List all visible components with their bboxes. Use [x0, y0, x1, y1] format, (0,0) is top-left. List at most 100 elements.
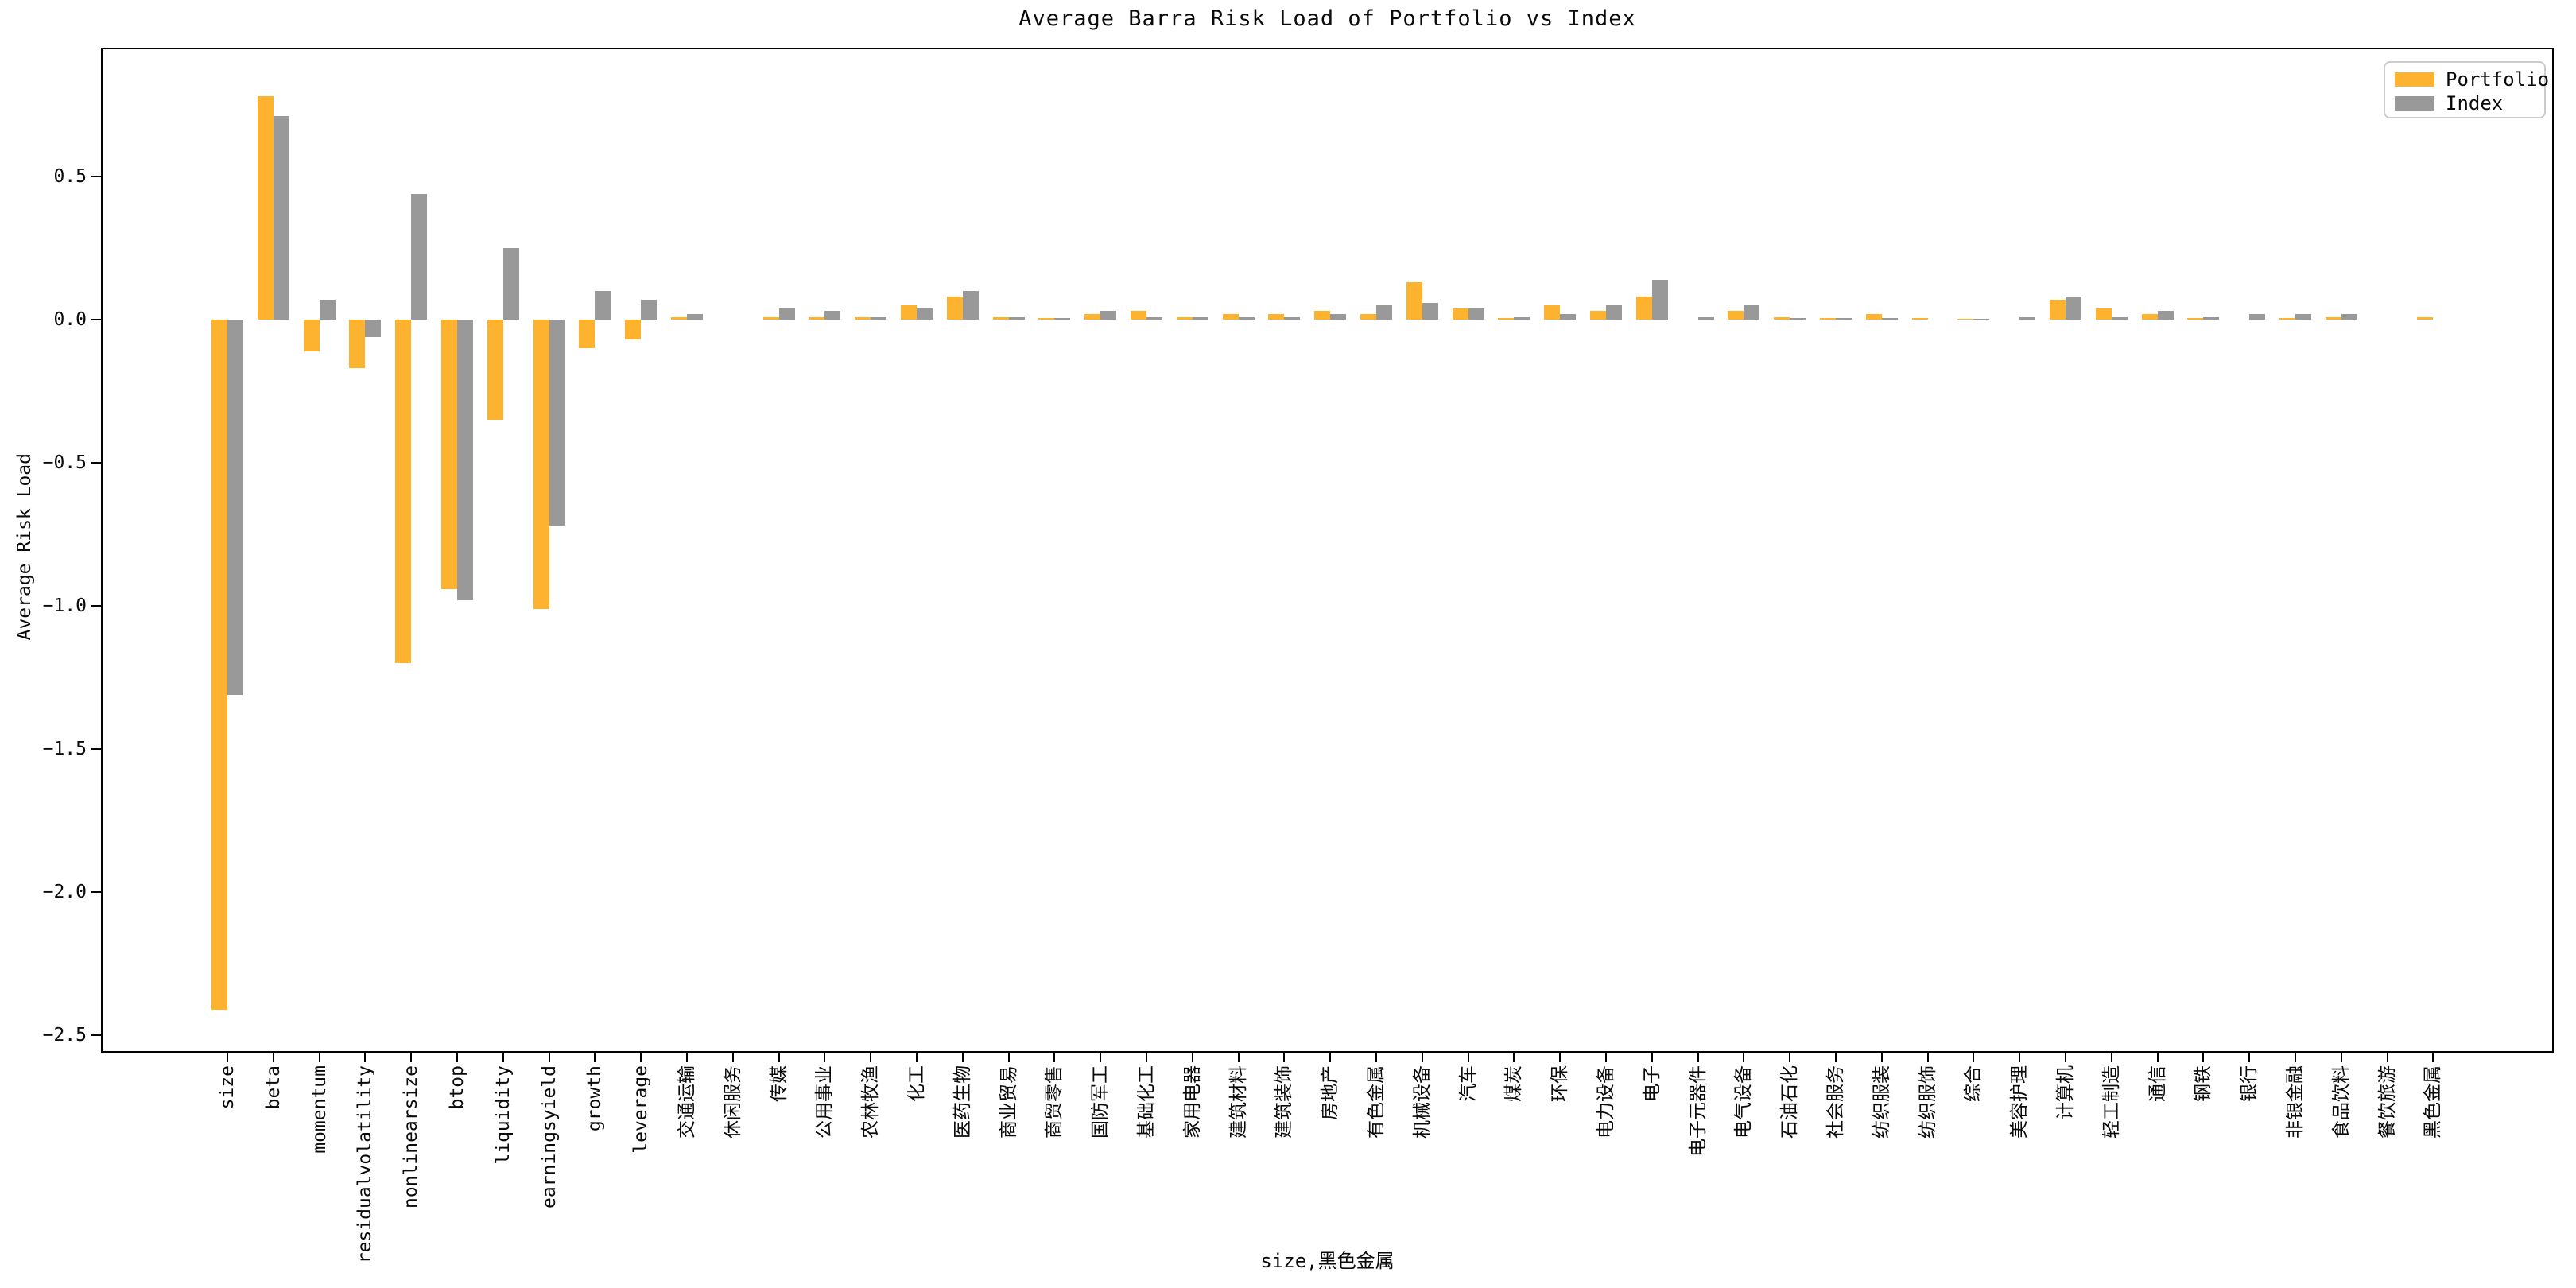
- bar-index-15: [917, 308, 933, 320]
- y-tick-label-2: −0.5: [42, 452, 87, 474]
- x-tick-mark-2: [318, 1053, 320, 1062]
- x-tick-mark-14: [870, 1053, 872, 1062]
- x-tick-mark-44: [2248, 1053, 2251, 1062]
- bar-index-1: [273, 116, 289, 320]
- bar-portfolio-35: [1820, 318, 1836, 320]
- bar-portfolio-16: [946, 297, 963, 320]
- y-tick-mark-0: [91, 176, 101, 178]
- bar-portfolio-7: [533, 320, 549, 609]
- x-tick-label-48: 黑色金属: [2423, 1065, 2444, 1139]
- bar-portfolio-1: [257, 96, 274, 320]
- x-tick-mark-12: [778, 1053, 780, 1062]
- legend-label-index: Index: [2446, 92, 2504, 114]
- bar-index-38: [1973, 319, 1990, 320]
- x-tick-mark-43: [2202, 1053, 2205, 1062]
- x-tick-mark-25: [1375, 1053, 1377, 1062]
- x-tick-mark-35: [1835, 1053, 1837, 1062]
- x-tick-label-15: 化工: [906, 1065, 927, 1102]
- y-tick-label-1: 0.0: [53, 309, 87, 331]
- bar-index-45: [2295, 313, 2311, 320]
- x-tick-mark-13: [824, 1053, 826, 1062]
- x-tick-label-1: beta: [262, 1065, 284, 1110]
- bar-index-42: [2157, 311, 2174, 320]
- bar-portfolio-37: [1911, 318, 1928, 320]
- bar-portfolio-48: [2417, 316, 2434, 320]
- x-tick-mark-10: [686, 1053, 688, 1062]
- bar-index-23: [1284, 316, 1301, 320]
- x-tick-mark-38: [1973, 1053, 1975, 1062]
- x-tick-mark-5: [456, 1053, 458, 1062]
- x-tick-mark-24: [1329, 1053, 1332, 1062]
- y-tick-mark-6: [91, 1034, 101, 1037]
- x-axis-label: size,黑色金属: [1260, 1250, 1395, 1272]
- bar-index-41: [2111, 316, 2128, 320]
- x-tick-mark-30: [1605, 1053, 1607, 1062]
- x-tick-mark-26: [1421, 1053, 1423, 1062]
- bar-index-46: [2341, 313, 2357, 320]
- bar-index-13: [824, 311, 841, 320]
- bar-portfolio-41: [2095, 308, 2112, 320]
- y-tick-mark-1: [91, 319, 101, 321]
- bar-portfolio-45: [2279, 318, 2295, 320]
- x-tick-mark-21: [1191, 1053, 1193, 1062]
- bar-index-3: [365, 320, 382, 337]
- x-tick-mark-28: [1513, 1053, 1515, 1062]
- x-tick-label-28: 煤炭: [1503, 1065, 1525, 1102]
- x-tick-mark-48: [2432, 1053, 2434, 1062]
- bar-index-43: [2203, 316, 2220, 320]
- bar-index-10: [687, 313, 703, 320]
- bar-index-40: [2066, 297, 2081, 320]
- bar-index-4: [411, 193, 428, 320]
- bar-index-0: [227, 320, 243, 695]
- x-tick-mark-16: [961, 1053, 964, 1062]
- x-tick-mark-6: [502, 1053, 504, 1062]
- bar-index-29: [1560, 313, 1577, 320]
- x-tick-mark-17: [1007, 1053, 1010, 1062]
- bar-portfolio-31: [1635, 297, 1652, 320]
- x-tick-mark-40: [2065, 1053, 2066, 1062]
- y-tick-mark-5: [91, 891, 101, 894]
- bar-portfolio-13: [809, 316, 825, 320]
- bar-index-25: [1376, 305, 1392, 320]
- x-tick-mark-0: [227, 1053, 228, 1062]
- bar-index-9: [641, 299, 658, 320]
- bar-portfolio-21: [1176, 316, 1193, 320]
- legend-label-portfolio: Portfolio: [2446, 68, 2550, 91]
- x-tick-label-29: 环保: [1550, 1065, 1571, 1102]
- x-tick-mark-23: [1283, 1053, 1286, 1062]
- x-tick-label-0: size: [217, 1065, 238, 1110]
- bar-index-44: [2249, 313, 2266, 320]
- x-tick-label-5: btop: [447, 1065, 467, 1110]
- bar-index-21: [1192, 316, 1208, 320]
- bar-index-24: [1330, 313, 1347, 320]
- x-tick-mark-22: [1237, 1053, 1240, 1062]
- x-tick-mark-37: [1926, 1053, 1929, 1062]
- y-tick-label-0: 0.5: [53, 166, 87, 188]
- bar-portfolio-4: [395, 320, 412, 664]
- x-tick-mark-9: [640, 1053, 642, 1062]
- bar-portfolio-17: [992, 316, 1009, 320]
- x-tick-mark-4: [410, 1053, 413, 1062]
- bar-index-2: [319, 299, 336, 320]
- bar-index-12: [778, 308, 795, 320]
- x-tick-mark-20: [1146, 1053, 1147, 1062]
- bar-index-35: [1836, 318, 1852, 320]
- bar-portfolio-28: [1498, 318, 1515, 320]
- bar-portfolio-2: [303, 320, 320, 351]
- y-tick-mark-3: [91, 605, 101, 607]
- x-tick-mark-7: [548, 1053, 550, 1062]
- x-tick-mark-8: [594, 1053, 596, 1062]
- y-tick-label-5: −2.0: [42, 882, 87, 903]
- bar-portfolio-12: [762, 316, 779, 320]
- bar-index-18: [1054, 318, 1071, 320]
- bar-index-20: [1146, 316, 1162, 320]
- x-tick-mark-29: [1559, 1053, 1562, 1062]
- bar-index-31: [1651, 279, 1668, 320]
- bar-portfolio-25: [1360, 313, 1376, 320]
- x-tick-mark-27: [1467, 1053, 1469, 1062]
- plot-frame: [101, 48, 2554, 1053]
- bar-index-30: [1606, 305, 1622, 320]
- x-tick-mark-3: [364, 1053, 367, 1062]
- x-tick-mark-45: [2295, 1053, 2296, 1062]
- bar-portfolio-23: [1268, 313, 1285, 320]
